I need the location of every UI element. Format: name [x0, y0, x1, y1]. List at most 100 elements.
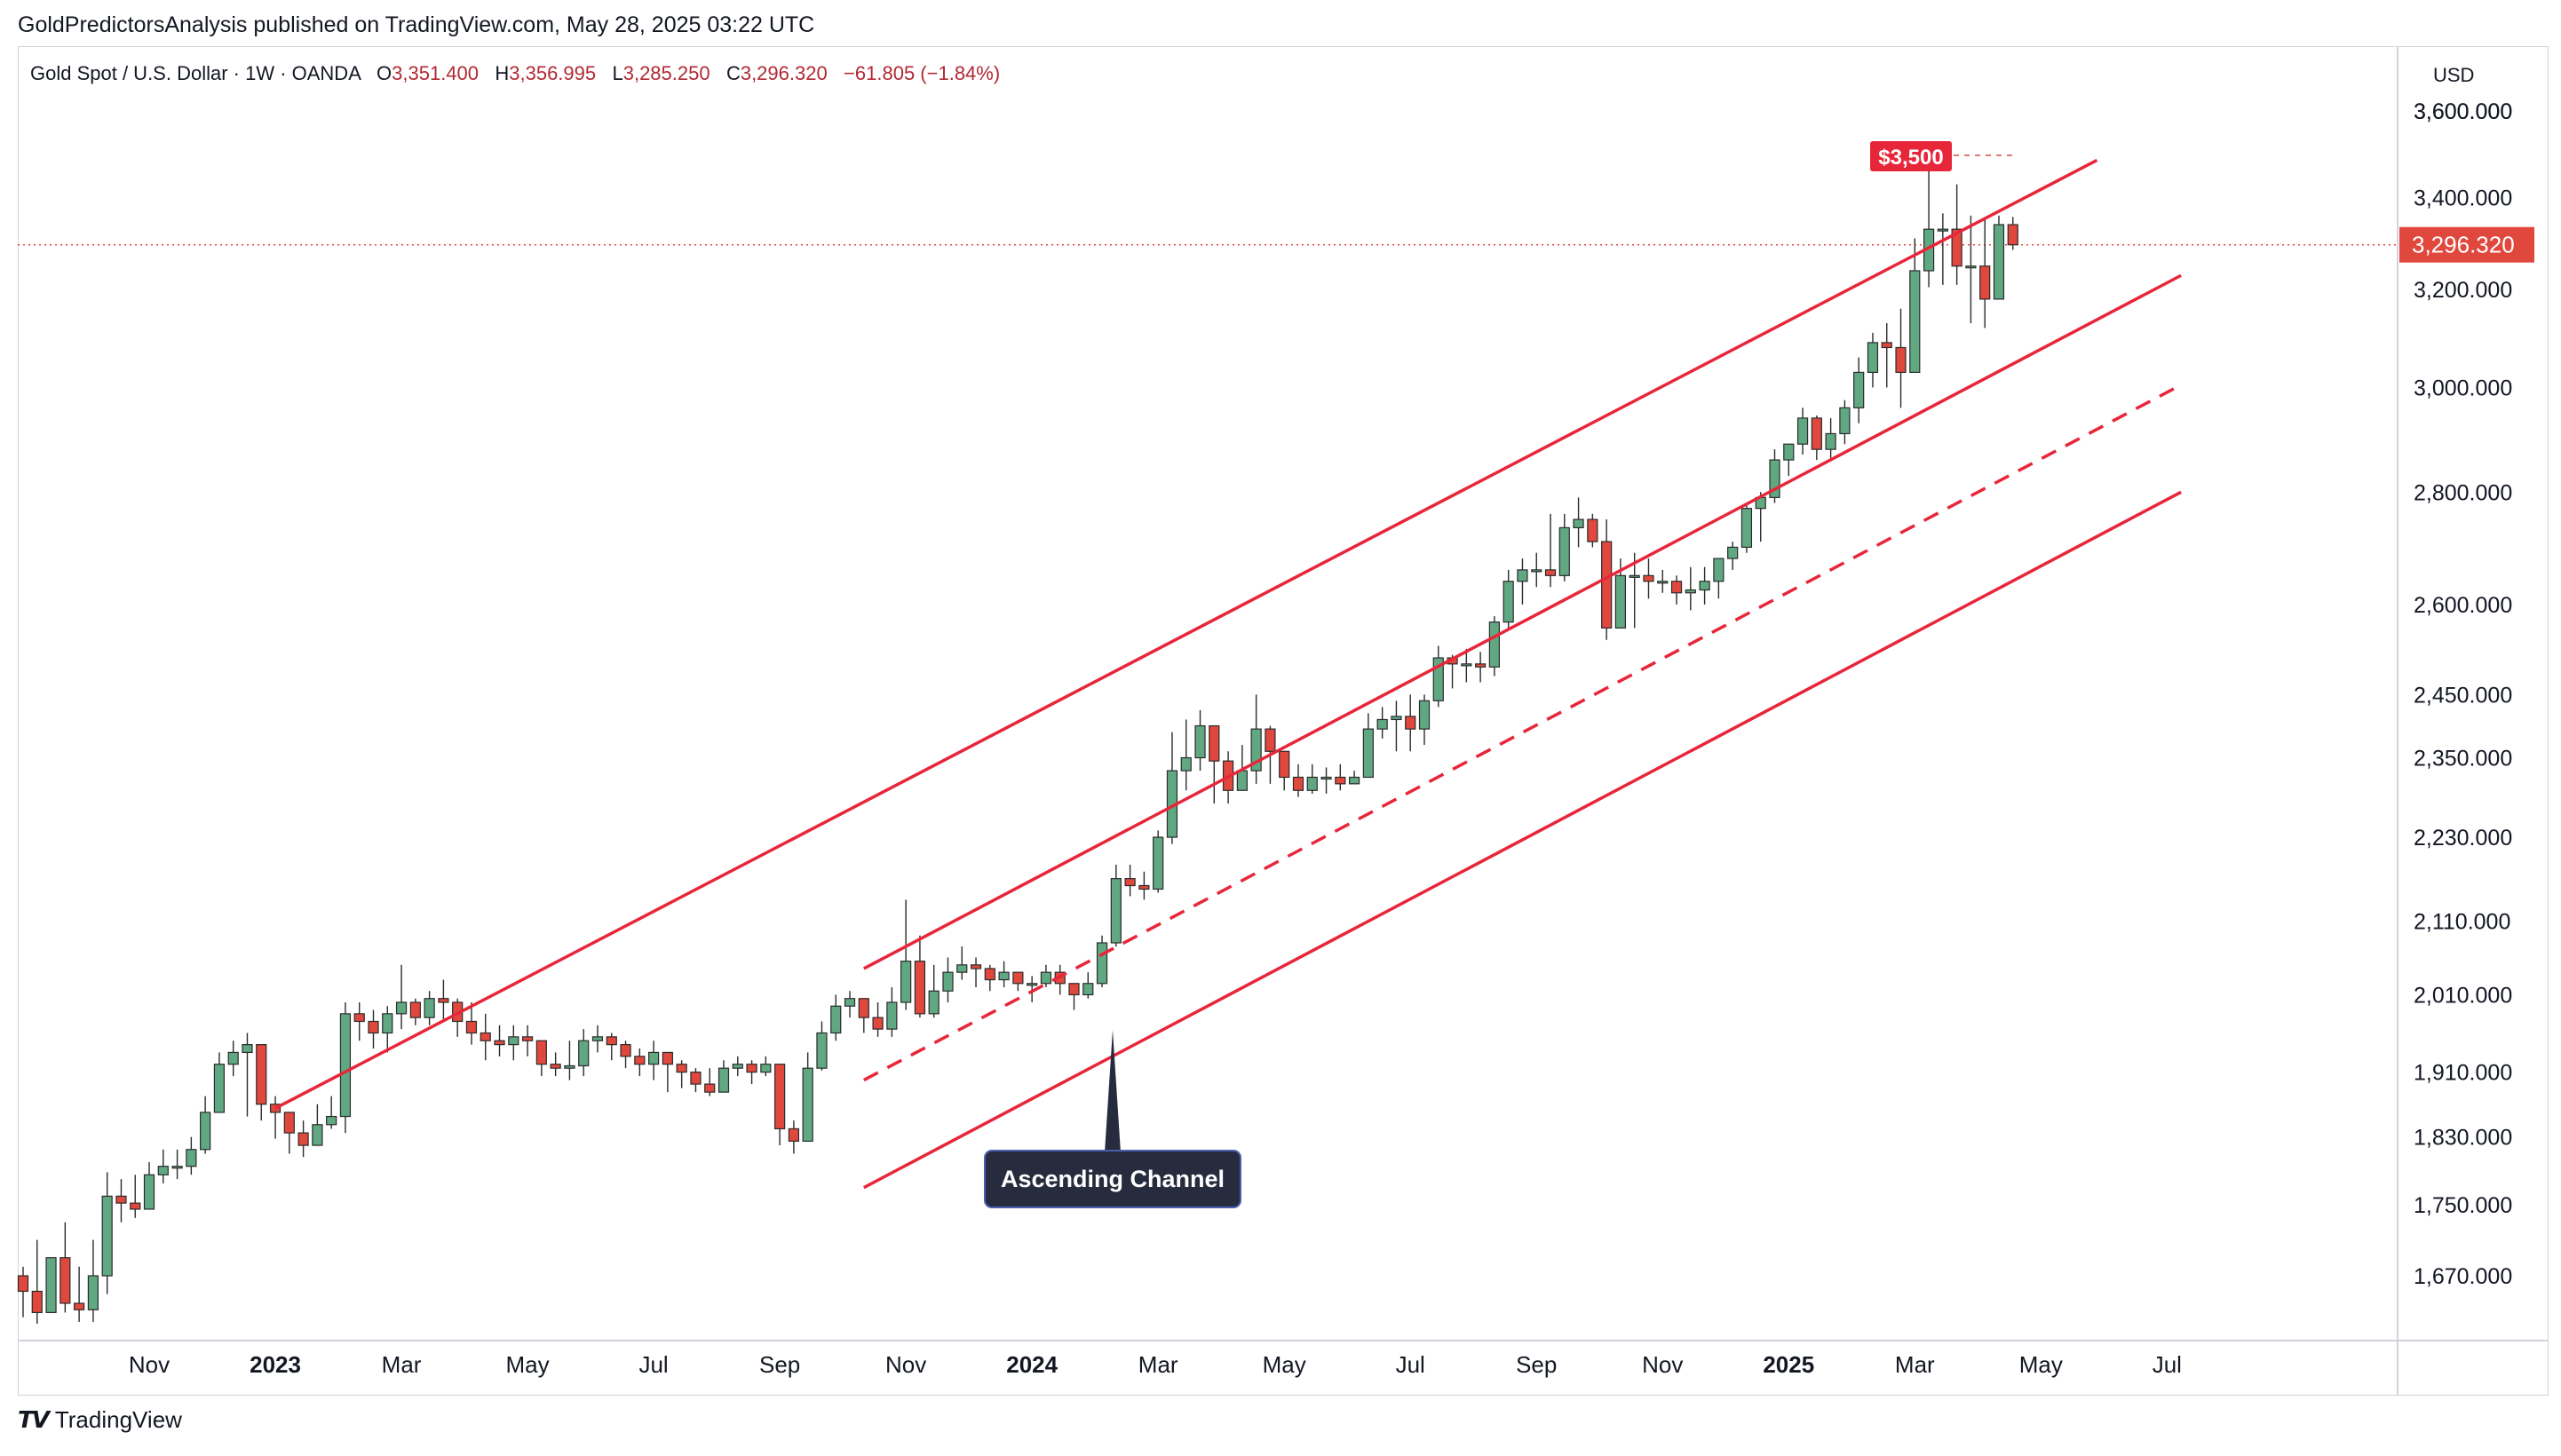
candle-body — [368, 1020, 379, 1034]
callout-text: Ascending Channel — [1001, 1166, 1225, 1192]
candle-body — [578, 1040, 590, 1067]
candle-body — [970, 964, 982, 969]
peak-price-text: $3,500 — [1878, 146, 1943, 170]
candle-body — [928, 990, 940, 1015]
candle-body — [1614, 574, 1627, 629]
candle-body — [1376, 718, 1388, 730]
candle-body — [1853, 371, 1865, 408]
price-tick-label: 1,910.000 — [2414, 1061, 2512, 1086]
time-tick-label: Mar — [382, 1351, 422, 1378]
candle-body — [1937, 228, 1948, 232]
currency-selector[interactable]: USD — [2433, 64, 2475, 86]
price-tick-label: 2,350.000 — [2414, 747, 2512, 772]
candle-body — [480, 1032, 491, 1041]
price-tick-label: 2,110.000 — [2414, 910, 2510, 935]
candle-body — [900, 961, 912, 1003]
tradingview-logo-icon: 𝙏𝙑 — [18, 1406, 50, 1433]
candle-body — [1839, 407, 1851, 435]
candle-body — [521, 1036, 534, 1041]
candle-body — [1040, 971, 1052, 985]
candle-body — [171, 1166, 183, 1169]
time-tick-label: Mar — [1895, 1351, 1935, 1378]
publisher-header: GoldPredictorsAnalysis published on Trad… — [18, 12, 815, 37]
candle-body — [326, 1115, 337, 1126]
price-tick-label: 2,230.000 — [2414, 826, 2512, 851]
time-tick-label: Jul — [638, 1351, 668, 1378]
candle-body — [634, 1056, 646, 1065]
candle-body — [956, 964, 968, 973]
last-price-badge — [2399, 226, 2534, 263]
candle-body — [1895, 346, 1907, 374]
candle-body — [227, 1051, 239, 1065]
high-label: H — [495, 62, 510, 84]
candle-body — [143, 1174, 155, 1210]
candle-body — [1432, 657, 1444, 701]
candle-body — [157, 1166, 169, 1175]
candle-body — [535, 1040, 547, 1065]
candle-body — [1068, 983, 1080, 996]
close-value: 3,296.320 — [740, 62, 828, 84]
candle-body — [1461, 663, 1472, 667]
tradingview-brand[interactable]: 𝙏𝙑 TradingView — [18, 1406, 182, 1434]
channel-line-lower — [862, 490, 2182, 1190]
candle-body — [312, 1124, 323, 1146]
candle-body — [1727, 546, 1739, 559]
candle-body — [1362, 728, 1374, 779]
candle-body — [984, 968, 995, 981]
candle-body — [550, 1064, 561, 1069]
candle-body — [564, 1064, 575, 1069]
channel-line-center — [862, 384, 2182, 1082]
price-tick-label: 2,010.000 — [2414, 983, 2512, 1008]
candle-body — [1418, 700, 1431, 730]
candle-body — [1306, 776, 1318, 791]
candle-body — [746, 1064, 757, 1073]
candle-body — [1531, 569, 1542, 573]
candle-body — [647, 1051, 660, 1065]
candle-body — [1335, 776, 1346, 785]
time-tick-label: Nov — [1642, 1351, 1683, 1378]
candle-body — [1643, 574, 1654, 582]
candle-body — [1194, 724, 1206, 759]
candle-body — [1236, 770, 1248, 791]
candle-body — [283, 1112, 295, 1134]
candle-body — [382, 1013, 393, 1034]
candle-body — [1573, 518, 1584, 528]
candle-body — [1601, 541, 1613, 629]
candle-body — [1138, 884, 1150, 890]
tradingview-brand-label: TradingView — [54, 1406, 182, 1433]
candle-body — [802, 1067, 813, 1142]
candle-body — [1517, 569, 1528, 582]
candle-body — [690, 1072, 702, 1085]
candle-body — [1124, 878, 1136, 887]
candle-body — [115, 1195, 127, 1204]
price-tick-label: 3,400.000 — [2414, 186, 2512, 211]
candle-body — [2007, 224, 2018, 246]
candle-body — [774, 1064, 786, 1130]
price-tick-label: 3,200.000 — [2414, 278, 2512, 303]
candle-body — [886, 1001, 898, 1030]
candle-body — [914, 961, 926, 1015]
time-tick-label: Nov — [129, 1351, 170, 1378]
candle-body — [1881, 342, 1892, 349]
candle-body — [1265, 728, 1276, 752]
time-tick-label: Nov — [885, 1351, 926, 1378]
candle-body — [395, 1001, 408, 1015]
candle-body — [858, 998, 869, 1018]
channel-line-middle — [862, 273, 2182, 970]
candle-body — [1405, 716, 1416, 730]
candle-body — [1769, 459, 1780, 498]
candle-body — [1740, 508, 1753, 548]
candle-body — [339, 1013, 352, 1118]
price-tick-label: 1,750.000 — [2414, 1193, 2512, 1218]
price-tick-label: 2,800.000 — [2414, 480, 2512, 505]
candle-body — [1796, 417, 1809, 445]
time-tick-label: Sep — [1516, 1351, 1557, 1378]
candle-body — [620, 1044, 631, 1057]
candle-body — [45, 1257, 57, 1314]
candle-body — [1909, 270, 1921, 374]
low-label: L — [612, 62, 623, 84]
symbol-name[interactable]: Gold Spot / U.S. Dollar · 1W · OANDA — [30, 62, 361, 84]
candle-body — [438, 998, 449, 1003]
candle-body — [353, 1013, 365, 1023]
